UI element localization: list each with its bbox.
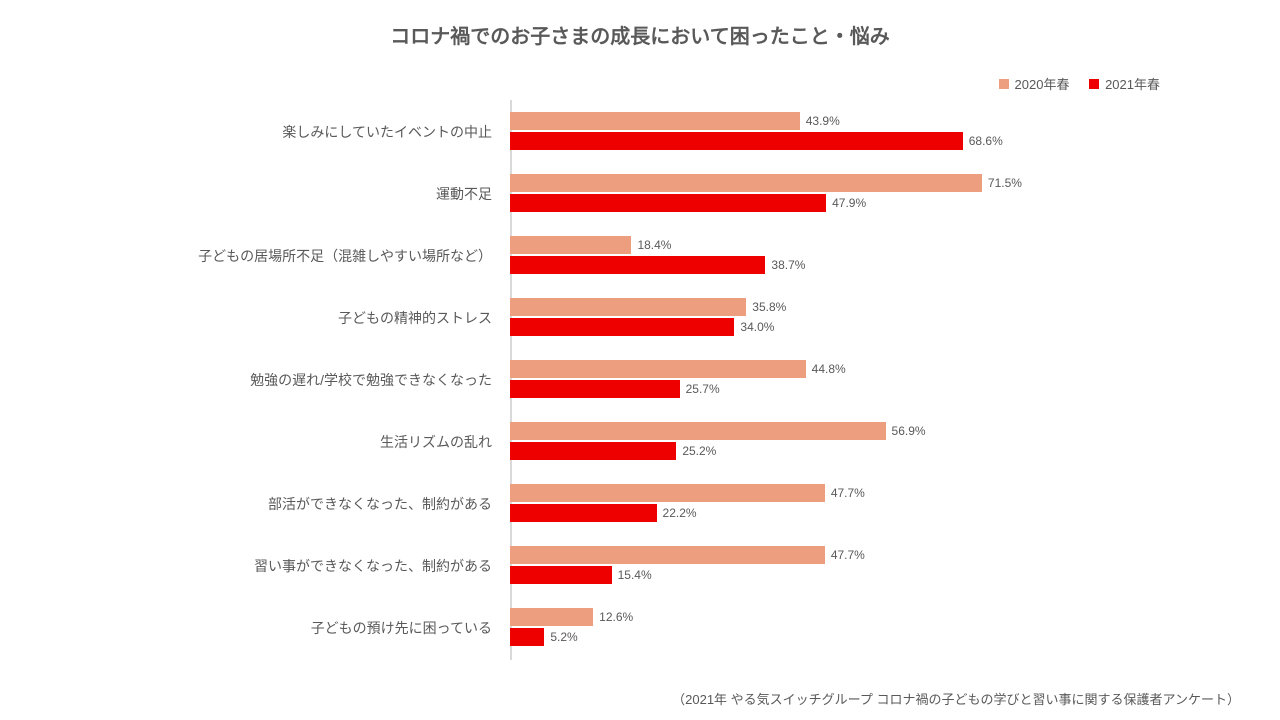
bar-group: 子どもの居場所不足（混雑しやすい場所など）18.4%38.7% — [510, 236, 1170, 274]
legend-label-2021: 2021年春 — [1105, 74, 1160, 93]
bar-2020 — [510, 236, 631, 254]
category-label: 生活リズムの乱れ — [12, 432, 492, 452]
source-note: （2021年 やる気スイッチグループ コロナ禍の子どもの学びと習い事に関する保護… — [672, 689, 1240, 708]
category-label: 部活ができなくなった、制約がある — [12, 494, 492, 514]
bar-value-2020: 35.8% — [752, 300, 786, 314]
bar-group: 子どもの預け先に困っている12.6%5.2% — [510, 608, 1170, 646]
bar-2021 — [510, 628, 544, 646]
bar-2020 — [510, 112, 800, 130]
bar-2020 — [510, 608, 593, 626]
category-label: 習い事ができなくなった、制約がある — [12, 556, 492, 576]
bar-2021 — [510, 318, 734, 336]
bar-value-2021: 5.2% — [550, 630, 577, 644]
bar-value-2021: 22.2% — [663, 506, 697, 520]
bar-value-2021: 25.2% — [682, 444, 716, 458]
bar-value-2021: 25.7% — [686, 382, 720, 396]
bar-value-2020: 47.7% — [831, 486, 865, 500]
bar-2020 — [510, 298, 746, 316]
bar-2020 — [510, 174, 982, 192]
category-label: 子どもの居場所不足（混雑しやすい場所など） — [12, 246, 492, 266]
bar-group: 部活ができなくなった、制約がある47.7%22.2% — [510, 484, 1170, 522]
category-label: 勉強の遅れ/学校で勉強できなくなった — [12, 370, 492, 390]
bar-value-2020: 71.5% — [988, 176, 1022, 190]
chart-legend: 2020年春 2021年春 — [983, 74, 1160, 93]
legend-swatch-2021 — [1089, 79, 1099, 89]
bar-value-2021: 47.9% — [832, 196, 866, 210]
bar-2020 — [510, 422, 886, 440]
legend-swatch-2020 — [999, 79, 1009, 89]
bar-2020 — [510, 546, 825, 564]
bar-group: 習い事ができなくなった、制約がある47.7%15.4% — [510, 546, 1170, 584]
legend-item-2020: 2020年春 — [999, 74, 1070, 93]
plot-area: 楽しみにしていたイベントの中止43.9%68.6%運動不足71.5%47.9%子… — [510, 100, 1170, 660]
bar-group: 生活リズムの乱れ56.9%25.2% — [510, 422, 1170, 460]
bar-value-2021: 38.7% — [771, 258, 805, 272]
bar-group: 楽しみにしていたイベントの中止43.9%68.6% — [510, 112, 1170, 150]
legend-item-2021: 2021年春 — [1089, 74, 1160, 93]
bar-value-2020: 56.9% — [892, 424, 926, 438]
bar-value-2020: 47.7% — [831, 548, 865, 562]
bar-group: 子どもの精神的ストレス35.8%34.0% — [510, 298, 1170, 336]
bar-2021 — [510, 256, 765, 274]
bar-2020 — [510, 484, 825, 502]
bar-2021 — [510, 194, 826, 212]
bar-group: 運動不足71.5%47.9% — [510, 174, 1170, 212]
legend-label-2020: 2020年春 — [1015, 74, 1070, 93]
bar-value-2021: 15.4% — [618, 568, 652, 582]
bar-2021 — [510, 566, 612, 584]
bar-2021 — [510, 442, 676, 460]
bar-2021 — [510, 504, 657, 522]
bar-value-2020: 12.6% — [599, 610, 633, 624]
chart-container: コロナ禍でのお子さまの成長において困ったこと・悩み 2020年春 2021年春 … — [0, 0, 1280, 720]
bar-2021 — [510, 132, 963, 150]
bar-2021 — [510, 380, 680, 398]
bar-group: 勉強の遅れ/学校で勉強できなくなった44.8%25.7% — [510, 360, 1170, 398]
category-label: 子どもの預け先に困っている — [12, 618, 492, 638]
bar-value-2021: 34.0% — [740, 320, 774, 334]
category-label: 楽しみにしていたイベントの中止 — [12, 122, 492, 142]
category-label: 子どもの精神的ストレス — [12, 308, 492, 328]
chart-title: コロナ禍でのお子さまの成長において困ったこと・悩み — [0, 20, 1280, 49]
bar-value-2020: 44.8% — [812, 362, 846, 376]
category-label: 運動不足 — [12, 184, 492, 204]
bar-value-2021: 68.6% — [969, 134, 1003, 148]
bar-value-2020: 43.9% — [806, 114, 840, 128]
bar-value-2020: 18.4% — [637, 238, 671, 252]
bar-2020 — [510, 360, 806, 378]
